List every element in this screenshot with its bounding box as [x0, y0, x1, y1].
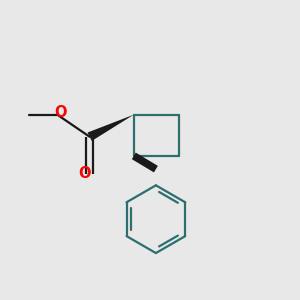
Text: O: O: [78, 166, 91, 181]
Text: O: O: [55, 105, 67, 120]
Polygon shape: [88, 115, 134, 141]
Polygon shape: [132, 153, 158, 172]
